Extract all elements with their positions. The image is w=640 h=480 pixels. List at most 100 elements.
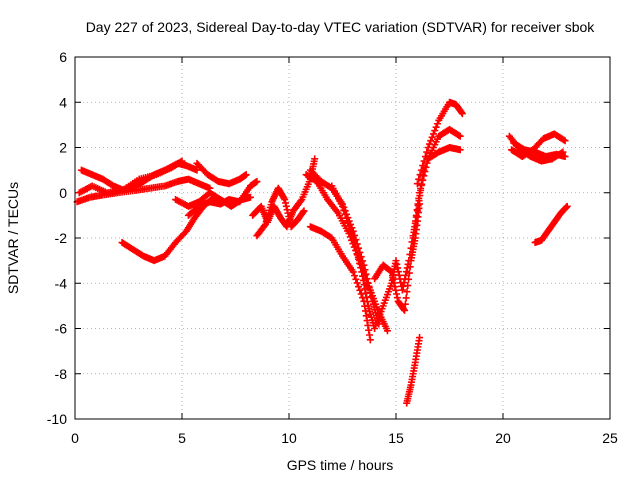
data-point [560, 136, 568, 144]
data-point [455, 131, 463, 139]
data-point [394, 268, 402, 276]
data-point [388, 268, 396, 276]
data-point [425, 140, 433, 148]
data-point [402, 294, 410, 302]
data-point [340, 206, 348, 214]
data-point [392, 257, 400, 265]
data-point [412, 211, 420, 219]
data-point [352, 275, 360, 283]
data-point [362, 289, 370, 297]
data-point [405, 275, 413, 283]
plot-frame [74, 56, 611, 420]
data-point [562, 203, 570, 211]
series-trace-i [253, 184, 308, 240]
data-point [416, 189, 424, 197]
data-point [411, 223, 419, 231]
data-point [285, 213, 293, 221]
data-point [401, 300, 409, 308]
x-tick-label: 20 [495, 430, 511, 446]
data-point [395, 271, 403, 279]
data-point [355, 255, 363, 263]
data-point [353, 251, 361, 259]
data-point [363, 298, 371, 306]
data-point [359, 276, 367, 284]
data-point [399, 282, 407, 290]
data-point [350, 238, 358, 246]
data-point [343, 214, 351, 222]
data-point [394, 264, 402, 272]
data-point [353, 279, 361, 287]
data-point [341, 210, 349, 218]
data-point [389, 272, 397, 280]
x-tick-label: 15 [388, 430, 404, 446]
x-tick-label: 25 [602, 430, 618, 446]
data-point [393, 290, 401, 298]
data-point [349, 234, 357, 242]
chart-title: Day 227 of 2023, Sidereal Day-to-day VTE… [86, 19, 596, 35]
x-axis-label: GPS time / hours [287, 457, 394, 473]
data-point [360, 281, 368, 289]
data-point [433, 120, 441, 128]
data-point [297, 197, 305, 205]
data-point [415, 194, 423, 202]
data-point [352, 247, 360, 255]
data-point [339, 202, 346, 210]
y-tick-label: -6 [55, 321, 68, 337]
series-trace-b [73, 175, 214, 206]
data-point [282, 199, 290, 207]
data-point [349, 268, 357, 276]
series-trace-q [413, 98, 466, 188]
x-tick-label: 5 [178, 430, 186, 446]
data-point [404, 282, 412, 290]
y-tick-label: -10 [47, 411, 67, 427]
series-trace-o [403, 334, 424, 407]
data-point [393, 294, 401, 302]
data-point [347, 226, 355, 234]
data-point [366, 331, 374, 339]
data-point [391, 283, 399, 291]
x-tick-label: 0 [71, 430, 79, 446]
data-point [428, 133, 436, 141]
data-point [283, 206, 291, 214]
data-point [355, 283, 363, 291]
data-point [387, 267, 395, 275]
series-trace-u [510, 139, 569, 161]
data-point [383, 327, 391, 335]
data-point [458, 108, 466, 116]
data-point [413, 206, 421, 214]
data-point [280, 194, 288, 202]
data-point [419, 176, 427, 184]
data-point [398, 286, 406, 294]
data-point [344, 218, 352, 226]
data-point [366, 336, 374, 344]
series-trace-p [409, 125, 464, 242]
data-point [363, 293, 371, 301]
data-point [300, 207, 308, 215]
data-point [421, 168, 429, 176]
data-point [281, 196, 289, 204]
data-point [456, 132, 464, 140]
series-trace-f [184, 177, 261, 219]
data-point [416, 171, 424, 179]
series-trace-g [193, 159, 250, 188]
data-point [400, 305, 408, 313]
data-point [361, 285, 369, 293]
data-point [403, 288, 411, 296]
data-point [401, 306, 409, 314]
series-trace-r [424, 144, 464, 163]
series-trace-l [306, 223, 374, 344]
data-point [390, 279, 398, 287]
data-point [242, 171, 250, 179]
data-point [356, 286, 364, 294]
data-point [365, 326, 373, 334]
data-point [246, 193, 254, 201]
data-point [414, 200, 422, 208]
data-point [286, 216, 294, 224]
y-tick-label: -8 [55, 366, 68, 382]
data-point [284, 209, 292, 217]
data-point [409, 234, 417, 242]
data-point [563, 202, 571, 210]
y-tick-label: -4 [55, 275, 68, 291]
data-point [364, 321, 372, 329]
